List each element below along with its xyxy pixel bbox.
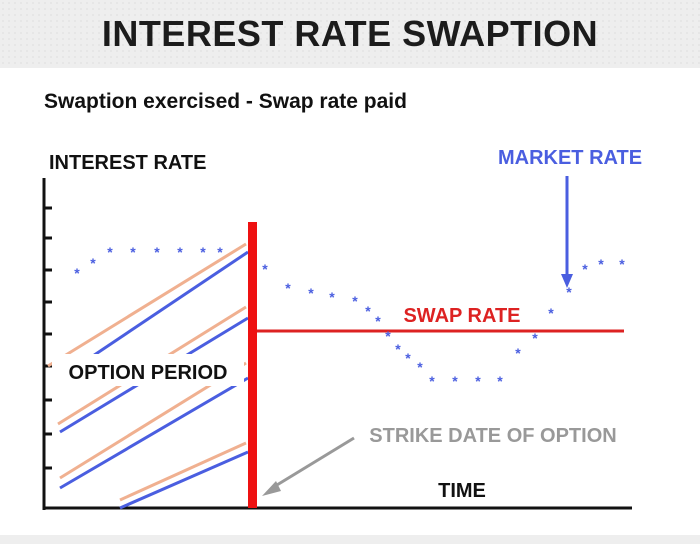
svg-text:*: * xyxy=(395,341,401,357)
diagram-subtitle: Swaption exercised - Swap rate paid xyxy=(44,90,407,113)
svg-text:*: * xyxy=(515,345,521,361)
svg-text:*: * xyxy=(375,313,381,329)
y-axis xyxy=(42,178,52,510)
svg-text:*: * xyxy=(532,330,538,346)
svg-text:*: * xyxy=(200,244,206,260)
svg-text:*: * xyxy=(566,284,572,300)
svg-text:*: * xyxy=(598,256,604,272)
svg-text:*: * xyxy=(352,293,358,309)
svg-text:*: * xyxy=(385,328,391,344)
market-rate-curve: * * * * * * * * * * * * * * * * * * * * … xyxy=(74,244,625,389)
option-period-label-bg xyxy=(52,354,244,386)
svg-text:*: * xyxy=(130,244,136,260)
strike-date-label: STRIKE DATE OF OPTION xyxy=(369,425,616,447)
strike-date-arrow xyxy=(262,436,355,496)
svg-text:*: * xyxy=(429,373,435,389)
market-rate-arrow xyxy=(561,176,573,288)
svg-text:*: * xyxy=(74,265,80,281)
strike-date-bar xyxy=(248,222,257,508)
svg-text:*: * xyxy=(154,244,160,260)
svg-text:*: * xyxy=(285,280,291,296)
svg-text:*: * xyxy=(329,289,335,305)
svg-text:*: * xyxy=(177,244,183,260)
svg-text:*: * xyxy=(262,261,268,277)
svg-text:*: * xyxy=(548,305,554,321)
svg-text:*: * xyxy=(497,373,503,389)
svg-text:*: * xyxy=(417,359,423,375)
svg-text:*: * xyxy=(619,256,625,272)
svg-text:*: * xyxy=(308,285,314,301)
market-rate-label: MARKET RATE xyxy=(498,147,642,169)
x-axis-label: TIME xyxy=(438,480,486,502)
swap-rate-label: SWAP RATE xyxy=(403,305,520,327)
svg-text:*: * xyxy=(582,261,588,277)
svg-text:*: * xyxy=(217,244,223,260)
footer-band xyxy=(0,535,700,544)
option-period-label: OPTION PERIOD xyxy=(69,362,228,384)
svg-text:*: * xyxy=(365,303,371,319)
y-axis-label: INTEREST RATE xyxy=(49,152,206,174)
svg-text:*: * xyxy=(452,373,458,389)
svg-text:*: * xyxy=(90,255,96,271)
svg-text:*: * xyxy=(405,350,411,366)
svg-text:*: * xyxy=(475,373,481,389)
title-banner: INTEREST RATE SWAPTION xyxy=(0,0,700,68)
page-title: INTEREST RATE SWAPTION xyxy=(101,13,599,54)
svg-text:*: * xyxy=(107,244,113,260)
